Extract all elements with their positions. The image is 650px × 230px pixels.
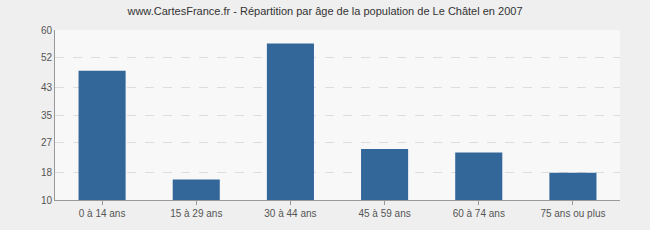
svg-text:15 à 29 ans: 15 à 29 ans: [170, 208, 222, 219]
svg-text:60 à 74 ans: 60 à 74 ans: [453, 208, 505, 219]
svg-text:27: 27: [41, 137, 53, 148]
svg-text:75 ans ou plus: 75 ans ou plus: [540, 208, 605, 219]
svg-text:35: 35: [41, 110, 53, 121]
svg-text:52: 52: [41, 52, 53, 63]
svg-text:30 à 44 ans: 30 à 44 ans: [264, 208, 316, 219]
svg-text:43: 43: [41, 82, 53, 93]
svg-text:45 à 59 ans: 45 à 59 ans: [358, 208, 410, 219]
svg-text:60: 60: [41, 25, 53, 36]
svg-text:www.CartesFrance.fr - Répartit: www.CartesFrance.fr - Répartition par âg…: [126, 5, 522, 17]
svg-text:10: 10: [41, 195, 53, 206]
svg-text:0 à 14 ans: 0 à 14 ans: [79, 208, 126, 219]
svg-text:18: 18: [41, 167, 53, 178]
